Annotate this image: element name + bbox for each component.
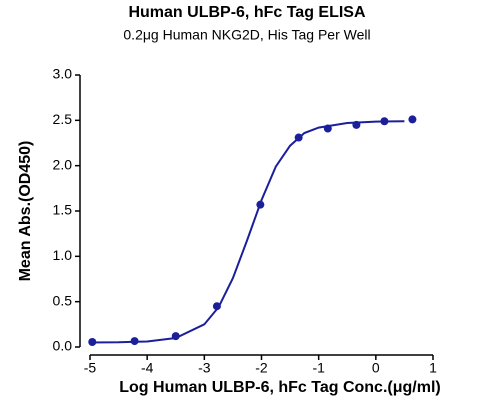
y-tick-label: 0.0 xyxy=(53,338,73,354)
y-axis-title: Mean Abs.(OD450) xyxy=(17,141,34,282)
data-point xyxy=(380,117,389,126)
data-point xyxy=(212,302,221,311)
x-tick-label: -3 xyxy=(198,360,211,376)
data-point xyxy=(323,124,332,133)
x-axis-title: Log Human ULBP-6, hFc Tag Conc.(μg/ml) xyxy=(119,379,440,396)
data-point xyxy=(352,120,361,129)
data-point xyxy=(256,200,265,209)
y-tick-label: 3.0 xyxy=(53,66,73,82)
chart-title: Human ULBP-6, hFc Tag ELISA xyxy=(128,4,366,21)
data-point xyxy=(408,115,417,124)
y-tick-label: 2.5 xyxy=(53,111,73,127)
data-point xyxy=(130,337,139,346)
x-tick-label: -5 xyxy=(84,360,97,376)
fit-curve xyxy=(89,120,405,344)
y-tick-label: 1.5 xyxy=(53,202,73,218)
chart-subtitle: 0.2μg Human NKG2D, His Tag Per Well xyxy=(123,27,370,43)
y-tick-label: 0.5 xyxy=(53,292,73,308)
x-tick-label: -1 xyxy=(312,360,325,376)
data-point xyxy=(294,133,303,142)
data-point xyxy=(171,332,180,341)
x-tick-label: -2 xyxy=(255,360,268,376)
y-tick-label: 1.0 xyxy=(53,247,73,263)
y-tick-label: 2.0 xyxy=(53,156,73,172)
x-tick-label: 0 xyxy=(372,360,380,376)
x-tick-label: 1 xyxy=(429,360,437,376)
data-point xyxy=(88,338,97,347)
x-tick-label: -4 xyxy=(141,360,154,376)
